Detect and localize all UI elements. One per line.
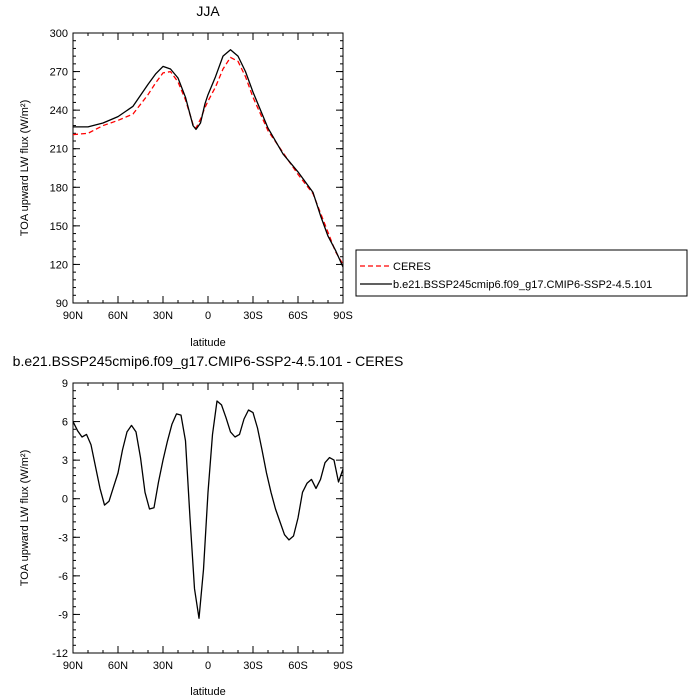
bottom-x-tick-label: 30N (153, 660, 173, 672)
legend-box (355, 249, 688, 297)
bottom-x-tick-label: 30S (243, 660, 263, 672)
top-x-tick-label: 0 (205, 310, 211, 322)
bottom-x-tick-label: 90S (333, 660, 353, 672)
bottom-y-tick-label: 0 (62, 494, 68, 506)
bottom-x-tick-label: 0 (205, 660, 211, 672)
bottom-ylabel: TOA upward LW flux (W/m²) (19, 450, 31, 587)
top-x-tick-label: 30N (153, 310, 173, 322)
bottom-x-tick-label: 90N (63, 660, 83, 672)
panel-top: JJA 90N 60N 30N 0 30S 60S 90S 90 120 150 180 210 240… (19, 3, 353, 349)
top-y-tick-label: 300 (50, 28, 68, 40)
bottom-y-tick-label: 3 (62, 455, 68, 467)
top-xlabel: latitude (190, 337, 225, 349)
top-y-tick-label: 150 (50, 221, 68, 233)
bottom-y-tick-label: -12 (52, 648, 68, 660)
bottom-y-tick-label: -9 (58, 609, 68, 621)
bottom-series-line-difference (72, 400, 344, 619)
top-y-tick-label: 210 (50, 144, 68, 156)
top-y-tick-label: 270 (50, 67, 68, 79)
legend-label-model: b.e21.BSSP245cmip6.f09_g17.CMIP6-SSP2-4.… (393, 279, 652, 291)
top-y-tick-label: 90 (56, 298, 68, 310)
top-series-line-model (73, 49, 344, 268)
top-x-tick-label: 60N (108, 310, 128, 322)
bottom-title: b.e21.BSSP245cmip6.f09_g17.CMIP6-SSP2-4.… (13, 353, 404, 369)
bottom-x-tick-label: 60S (288, 660, 308, 672)
top-x-tick-label: 90N (63, 310, 83, 322)
top-x-tick-label: 90S (333, 310, 353, 322)
top-title: JJA (196, 3, 220, 19)
legend-label-ceres: CERES (393, 261, 431, 273)
bottom-xlabel: latitude (190, 686, 225, 698)
bottom-plot-frame (72, 382, 344, 654)
top-ylabel: TOA upward LW flux (W/m²) (19, 100, 31, 237)
panel-bottom: b.e21.BSSP245cmip6.f09_g17.CMIP6-SSP2-4.… (13, 353, 404, 698)
top-y-tick-label: 240 (50, 105, 68, 117)
top-plot-frame (72, 32, 344, 304)
bottom-y-tick-label: 6 (62, 417, 68, 429)
bottom-y-tick-label: -6 (58, 571, 68, 583)
top-y-tick-label: 120 (50, 259, 68, 271)
top-y-tick-label: 180 (50, 182, 68, 194)
bottom-y-tick-label: -3 (58, 532, 68, 544)
top-x-tick-label: 30S (243, 310, 263, 322)
bottom-y-tick-label: 9 (62, 378, 68, 390)
bottom-x-tick-label: 60N (108, 660, 128, 672)
top-x-tick-label: 60S (288, 310, 308, 322)
top-series-line-ceres (72, 56, 344, 265)
legend: CERES b.e21.BSSP245cmip6.f09_g17.CMIP6-S… (355, 249, 688, 297)
